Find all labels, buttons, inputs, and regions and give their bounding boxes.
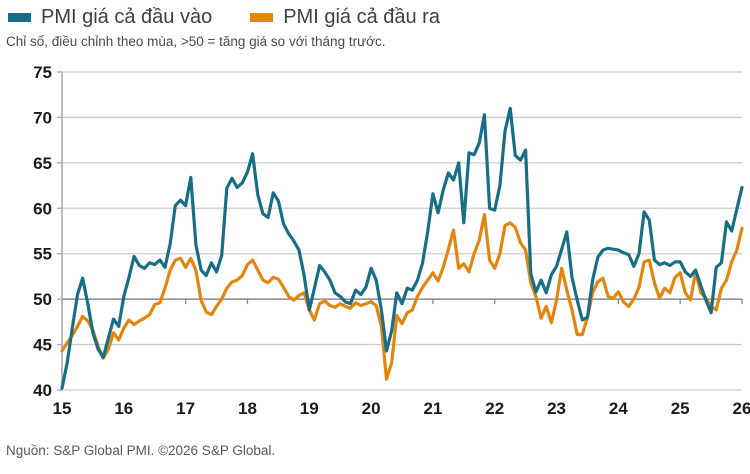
output-prices-line xyxy=(60,213,744,381)
x-tick-label-15: 15 xyxy=(53,399,72,418)
y-tick-label-50: 50 xyxy=(33,290,52,309)
x-tick-label-21: 21 xyxy=(423,399,442,418)
y-tick-label-75: 75 xyxy=(33,63,52,82)
legend-item-input-prices: PMI giá cả đầu vào xyxy=(8,6,212,28)
x-tick-label-25: 25 xyxy=(671,399,690,418)
x-tick-label-17: 17 xyxy=(176,399,195,418)
y-tick-label-45: 45 xyxy=(33,336,52,355)
legend-item-output-prices: PMI giá cả đầu ra xyxy=(250,6,440,28)
x-tick-label-22: 22 xyxy=(485,399,504,418)
x-tick-label-23: 23 xyxy=(547,399,566,418)
chart-subtitle: Chỉ số, điều chỉnh theo mùa, >50 = tăng … xyxy=(6,34,386,49)
input-prices-line xyxy=(60,106,744,390)
legend: PMI giá cả đầu vào PMI giá cả đầu ra xyxy=(8,6,440,28)
x-tick-label-19: 19 xyxy=(300,399,319,418)
y-tick-label-65: 65 xyxy=(33,154,52,173)
y-tick-label-40: 40 xyxy=(33,381,52,400)
x-tick-label-24: 24 xyxy=(609,399,628,418)
x-tick-label-16: 16 xyxy=(114,399,133,418)
output-prices-label: PMI giá cả đầu ra xyxy=(283,6,440,28)
x-tick-label-26: 26 xyxy=(733,399,750,418)
pmi-line-chart: 40 45 50 55 60 65 70 75 15 16 17 18 19 20 21 22 23 24 25 26 xyxy=(33,63,750,418)
output-prices-swatch xyxy=(250,12,274,22)
y-tick-label-60: 60 xyxy=(33,199,52,218)
source-note: Nguồn: S&P Global PMI. ©2026 S&P Global. xyxy=(6,443,276,458)
x-tick-label-18: 18 xyxy=(238,399,257,418)
input-prices-swatch xyxy=(8,12,31,22)
input-prices-label: PMI giá cả đầu vào xyxy=(41,6,213,28)
y-tick-label-70: 70 xyxy=(33,108,52,127)
y-tick-label-55: 55 xyxy=(33,245,52,264)
x-tick-label-20: 20 xyxy=(362,399,381,418)
